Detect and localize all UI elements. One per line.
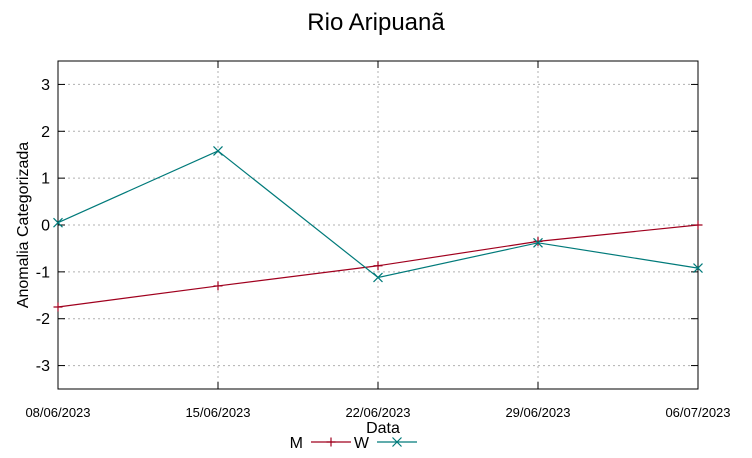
- data-point: [373, 261, 383, 271]
- y-tick-label: -2: [36, 311, 50, 328]
- series-W: [53, 146, 703, 283]
- legend-label: M: [290, 435, 303, 452]
- y-tick-label: 0: [41, 218, 50, 235]
- y-tick-label: 3: [41, 77, 50, 94]
- x-axis-label: Data: [366, 420, 400, 437]
- data-point: [53, 217, 63, 228]
- x-tick-label: 15/06/2023: [185, 405, 250, 420]
- legend-label: W: [354, 435, 370, 452]
- x-tick-label: 08/06/2023: [25, 405, 90, 420]
- data-point: [53, 302, 63, 312]
- x-tick-label: 22/06/2023: [345, 405, 410, 420]
- x-axis-ticks: 08/06/2023 15/06/2023 22/06/2023 29/06/2023…: [25, 61, 731, 420]
- x-tick-label: 06/07/2023: [665, 405, 730, 420]
- series-line: [57, 150, 699, 279]
- x-tick-label: 29/06/2023: [505, 405, 570, 420]
- legend-item-M: M: [290, 435, 351, 452]
- gridlines: [57, 61, 699, 389]
- data-point: [693, 263, 703, 274]
- series-M: [53, 220, 703, 312]
- y-tick-label: -1: [36, 264, 50, 281]
- data-point: [213, 146, 223, 156]
- data-point: [213, 281, 223, 291]
- data-point: [533, 237, 543, 248]
- data-point: [533, 236, 543, 246]
- series-layer: [53, 146, 703, 312]
- legend-marker: [326, 437, 336, 447]
- y-tick-label: 1: [41, 171, 50, 188]
- y-tick-label: -3: [36, 358, 50, 375]
- y-axis-ticks: -3 -2 -1 0 1 2 3: [36, 77, 698, 375]
- legend-marker: [392, 437, 402, 447]
- y-tick-label: 2: [41, 124, 50, 141]
- data-point: [373, 272, 383, 283]
- y-axis-label: Anomalia Categorizada: [15, 142, 32, 308]
- chart-title: Rio Aripuanã: [307, 9, 445, 36]
- data-point: [693, 220, 703, 230]
- legend-item-W: W: [354, 435, 417, 452]
